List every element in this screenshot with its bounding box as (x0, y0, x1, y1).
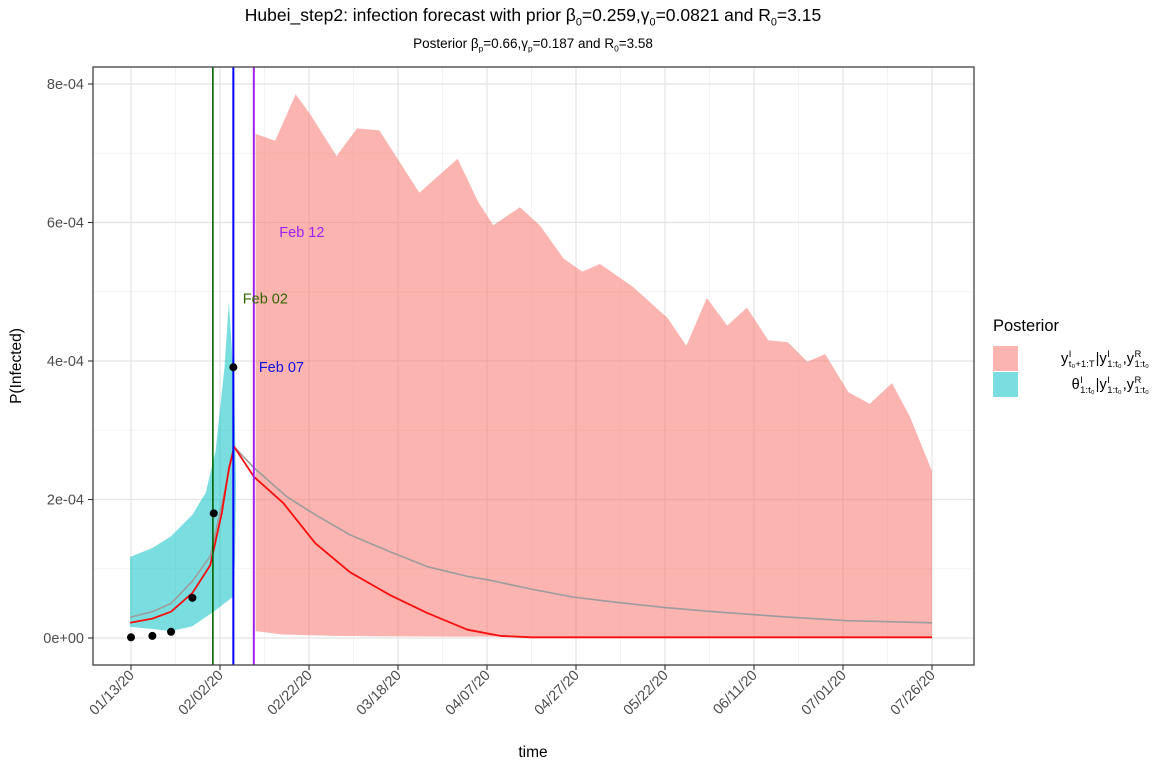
plot-title: Hubei_step2: infection forecast with pri… (244, 5, 822, 29)
x-tick-label: 02/02/20 (176, 668, 227, 719)
x-tick-label: 03/18/20 (354, 668, 405, 719)
y-tick-label: 2e-04 (47, 493, 84, 509)
x-tick-label: 02/22/20 (265, 668, 316, 719)
annotation-feb02: Feb 02 (243, 292, 288, 308)
x-tick-label: 07/26/20 (888, 668, 939, 719)
observed-point (127, 633, 135, 642)
forecast-band (255, 94, 933, 637)
panel-border (92, 66, 975, 666)
symbol-base: y (1061, 350, 1069, 367)
y-tick-label: 6e-04 (47, 216, 84, 232)
legend-title: Posterior (993, 317, 1060, 335)
symbol-base: y (1099, 350, 1107, 367)
legend-swatch (993, 372, 1018, 397)
legend-item: θ I 1:t₀ | y I 1:t₀, y R 1:t₀ (993, 372, 1150, 397)
supsub: I 1:t₀ (1107, 374, 1122, 396)
credible-band (130, 301, 237, 632)
x-tick-label: 07/01/20 (799, 668, 850, 719)
x-axis-title: time (518, 744, 547, 761)
x-tick-label: 01/13/20 (87, 668, 138, 719)
legend-swatch (993, 346, 1018, 371)
x-tick-label: 05/22/20 (621, 668, 672, 719)
y-tick-label: 0e+00 (43, 631, 84, 647)
supsub: I 1:t₀ (1080, 374, 1095, 396)
symbol-base: y (1126, 350, 1134, 367)
chart-generated-layers: Feb 12 Feb 02 Feb 07 01/13/20 02/02/20 02/22/… (43, 66, 975, 719)
y-tick-label: 8e-04 (47, 77, 84, 93)
observed-point (209, 509, 218, 518)
observed-point (148, 631, 157, 640)
annotation-feb12: Feb 12 (279, 225, 324, 241)
supsub: I 1:t₀ (1107, 348, 1122, 370)
y-tick-label: 4e-04 (47, 354, 84, 370)
mean-line-gray (129, 446, 933, 624)
x-tick-label: 06/11/20 (710, 668, 760, 718)
plot-subtitle: Posterior βp=0.66,γp=0.187 and R0=3.58 (413, 36, 653, 54)
observed-point (229, 363, 238, 372)
supsub: R 1:t₀ (1134, 374, 1149, 396)
observed-point (188, 593, 197, 602)
symbol-base: θ (1071, 376, 1080, 393)
symbol-base: y (1099, 376, 1107, 393)
annotation-feb07: Feb 07 (259, 360, 304, 376)
supsub: R 1:t₀ (1134, 348, 1149, 370)
symbol-base: y (1126, 376, 1134, 393)
x-tick-label: 04/07/20 (443, 668, 494, 719)
y-axis-title: P(Infected) (8, 328, 25, 404)
observed-point (167, 627, 176, 636)
legend-item-label: θ I 1:t₀ | y I 1:t₀, y R 1:t₀ (1071, 374, 1149, 396)
x-tick-label: 04/27/20 (532, 668, 583, 719)
